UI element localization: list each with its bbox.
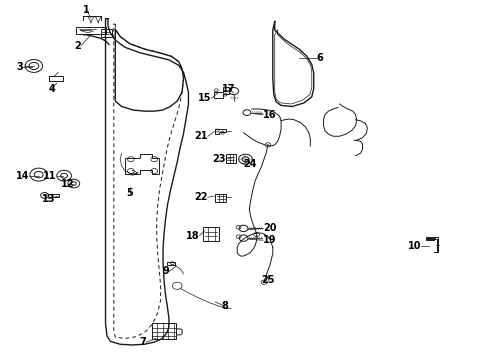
Text: 22: 22 bbox=[194, 192, 207, 202]
Text: 3: 3 bbox=[16, 62, 22, 72]
Text: 16: 16 bbox=[263, 110, 276, 120]
Text: 25: 25 bbox=[261, 275, 274, 285]
Text: 18: 18 bbox=[185, 231, 199, 240]
Text: 21: 21 bbox=[194, 131, 207, 141]
Text: 17: 17 bbox=[222, 84, 235, 94]
Text: 2: 2 bbox=[74, 41, 81, 50]
Text: 12: 12 bbox=[61, 179, 75, 189]
Text: 4: 4 bbox=[48, 84, 55, 94]
Text: 5: 5 bbox=[126, 188, 133, 198]
Text: 20: 20 bbox=[263, 224, 276, 233]
Text: 23: 23 bbox=[212, 154, 225, 164]
Text: 14: 14 bbox=[16, 171, 29, 181]
Text: 19: 19 bbox=[263, 235, 276, 245]
Text: 8: 8 bbox=[221, 301, 228, 311]
Text: 1: 1 bbox=[82, 5, 89, 15]
Text: 13: 13 bbox=[41, 194, 55, 204]
Text: 9: 9 bbox=[162, 266, 168, 276]
Text: 11: 11 bbox=[43, 171, 57, 181]
Text: 24: 24 bbox=[243, 159, 257, 169]
Text: 15: 15 bbox=[198, 93, 211, 103]
Text: 10: 10 bbox=[407, 241, 420, 251]
Text: 7: 7 bbox=[139, 337, 146, 347]
Text: 6: 6 bbox=[316, 53, 323, 63]
